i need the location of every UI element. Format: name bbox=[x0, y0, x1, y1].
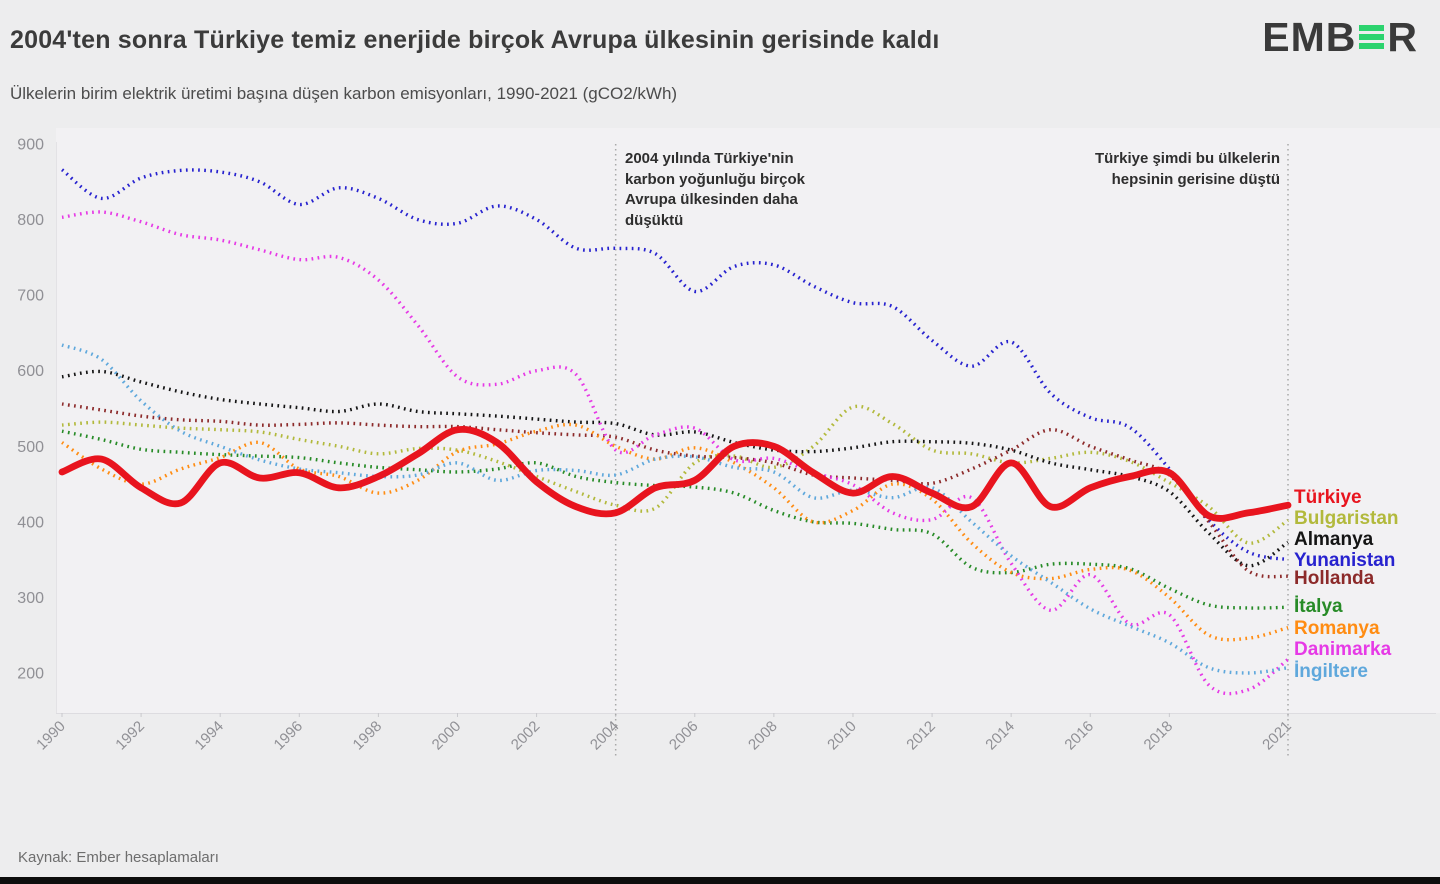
x-tick-label: 2021 bbox=[1259, 718, 1295, 754]
source-note: Kaynak: Ember hesaplamaları bbox=[18, 849, 219, 866]
x-tick-label: 2006 bbox=[666, 718, 702, 754]
series-line-yunanistan bbox=[60, 168, 1289, 562]
annotation-2004: 2004 yılında Türkiye'nin karbon yoğunluğ… bbox=[625, 150, 806, 230]
legend-label-italya: İtalya bbox=[1294, 596, 1343, 617]
y-tick-label: 700 bbox=[17, 288, 44, 305]
legend-label-danimarka: Danimarka bbox=[1294, 639, 1392, 660]
x-tick-label: 1996 bbox=[270, 718, 306, 754]
x-tick-label: 1992 bbox=[112, 718, 148, 754]
y-tick-label: 600 bbox=[17, 363, 44, 380]
x-tick-label: 2010 bbox=[824, 718, 860, 754]
x-tick-label: 2018 bbox=[1141, 718, 1177, 754]
y-tick-label: 500 bbox=[17, 439, 44, 456]
x-tick-label: 2004 bbox=[587, 718, 623, 754]
ember-logo-text-left: EMB bbox=[1262, 13, 1357, 60]
x-tick-label: 2012 bbox=[903, 718, 939, 754]
x-tick-label: 2014 bbox=[982, 718, 1018, 754]
x-tick-label: 1998 bbox=[350, 718, 386, 754]
x-tick-label: 2008 bbox=[745, 718, 781, 754]
series-line-romanya bbox=[61, 422, 1289, 642]
ember-logo: EMB R bbox=[1262, 13, 1418, 60]
y-tick-label: 200 bbox=[17, 665, 44, 682]
y-tick-label: 900 bbox=[17, 137, 44, 154]
series-line-ingiltere bbox=[61, 343, 1289, 675]
page-subtitle: Ülkelerin birim elektrik üretimi başına … bbox=[10, 84, 678, 103]
y-tick-label: 800 bbox=[17, 212, 44, 229]
series-line-bulgaristan bbox=[61, 404, 1289, 545]
bottom-bar bbox=[0, 877, 1440, 884]
ember-logo-bars-icon bbox=[1359, 22, 1385, 52]
y-tick-label: 400 bbox=[17, 514, 44, 531]
annotation-2021: Türkiye şimdi bu ülkelerin hepsinin geri… bbox=[1094, 150, 1280, 188]
series-line-danimarka bbox=[61, 210, 1290, 696]
x-tick-label: 2000 bbox=[429, 718, 465, 754]
legend-label-turkiye: Türkiye bbox=[1294, 487, 1362, 508]
legend-label-yunanistan: Yunanistan bbox=[1294, 550, 1396, 571]
y-tick-label: 300 bbox=[17, 590, 44, 607]
ember-logo-text-right: R bbox=[1387, 13, 1418, 60]
x-tick-label: 1990 bbox=[33, 718, 69, 754]
x-tick-label: 2002 bbox=[508, 718, 544, 754]
page-title: 2004'ten sonra Türkiye temiz enerjide bi… bbox=[10, 26, 940, 54]
legend-label-almanya: Almanya bbox=[1294, 529, 1374, 550]
x-tick-label: 2016 bbox=[1061, 718, 1097, 754]
x-tick-label: 1994 bbox=[191, 718, 227, 754]
legend-label-hollanda: Hollanda bbox=[1294, 568, 1375, 589]
plot-area bbox=[56, 128, 1440, 713]
legend-label-bulgaristan: Bulgaristan bbox=[1294, 508, 1399, 529]
legend-label-romanya: Romanya bbox=[1294, 618, 1380, 639]
legend-label-ingiltere: İngiltere bbox=[1294, 661, 1368, 682]
series-line-turkiye bbox=[58, 425, 1292, 522]
